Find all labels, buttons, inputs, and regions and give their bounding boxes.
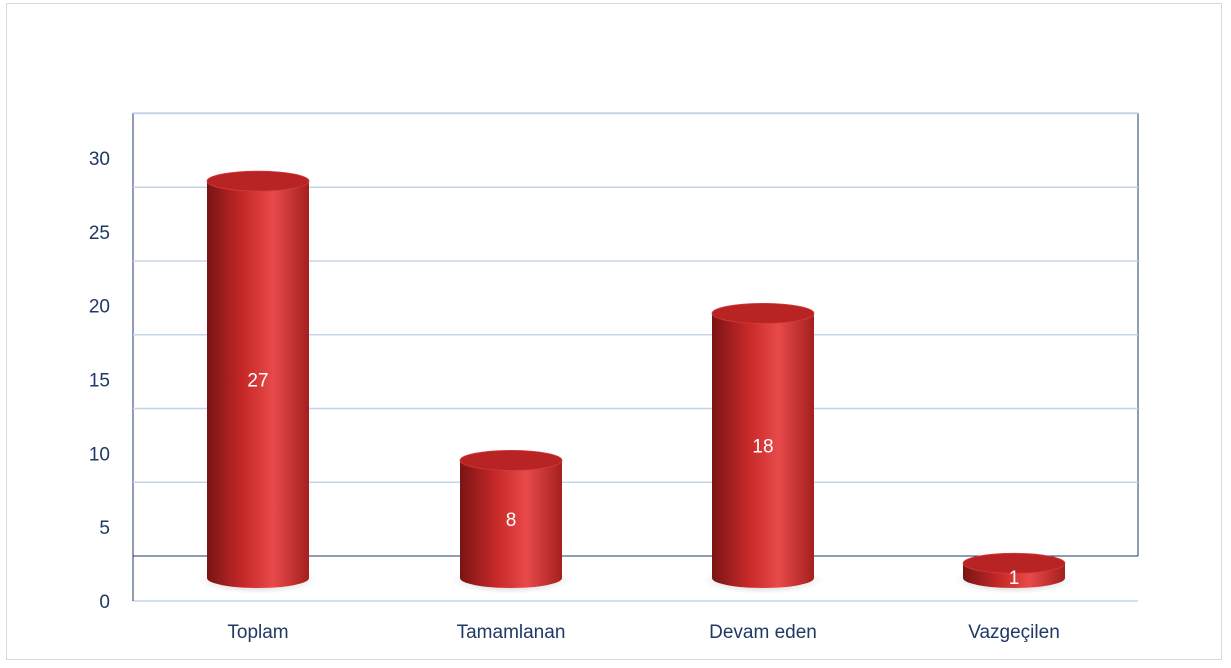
- data-label: 27: [247, 371, 268, 392]
- y-tick-label: 30: [89, 149, 110, 170]
- data-label: 1: [1009, 568, 1020, 589]
- bar: 1: [953, 552, 1075, 594]
- bar-top: [459, 449, 563, 471]
- data-label: 8: [506, 510, 517, 531]
- bars: 27 8 18 1: [197, 170, 1075, 594]
- x-category-label: Vazgeçilen: [968, 622, 1060, 643]
- x-category-label: Devam eden: [709, 622, 817, 643]
- x-axis-categories: Toplam Tamamlanan Devam eden Vazgeçilen: [227, 622, 1059, 643]
- y-axis-ticks: 0 5 10 15 20 25 30: [89, 149, 110, 613]
- bar-body: [460, 460, 562, 588]
- y-tick-label: 20: [89, 297, 110, 318]
- bar: 18: [702, 302, 824, 594]
- y-tick-label: 10: [89, 444, 110, 465]
- y-tick-label: 0: [99, 592, 110, 613]
- bar-top: [962, 552, 1066, 574]
- y-tick-label: 5: [99, 518, 110, 539]
- x-category-label: Toplam: [227, 622, 288, 643]
- bar-body: [207, 181, 309, 588]
- data-label: 18: [752, 437, 773, 458]
- bar-top: [711, 302, 815, 324]
- y-tick-label: 25: [89, 223, 110, 244]
- bar-body: [712, 313, 814, 588]
- x-category-label: Tamamlanan: [457, 622, 566, 643]
- bar: 8: [450, 449, 572, 594]
- y-tick-label: 15: [89, 371, 110, 392]
- bar: 27: [197, 170, 319, 594]
- bar-top: [206, 170, 310, 192]
